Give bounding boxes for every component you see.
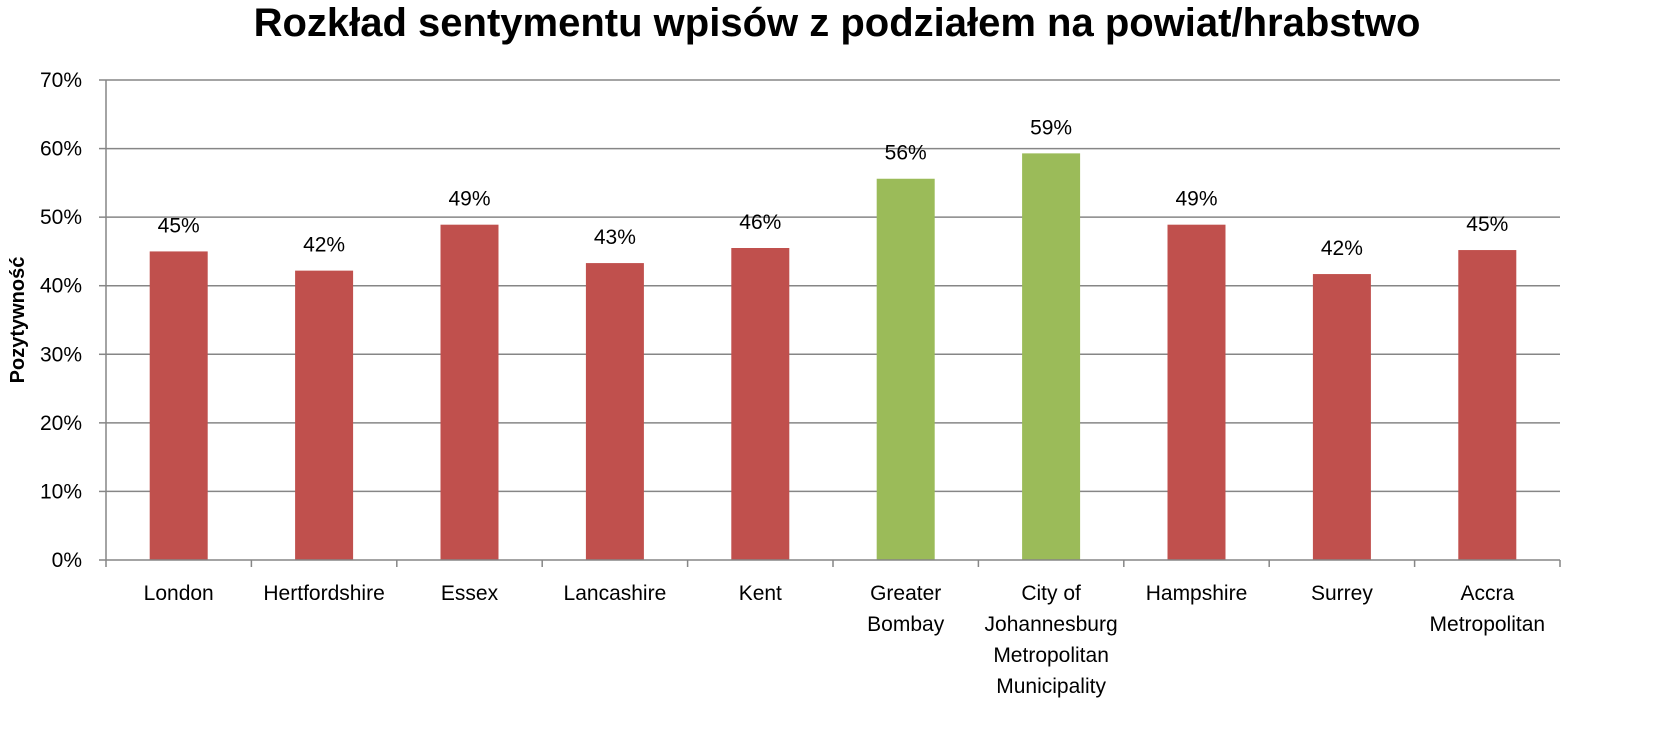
data-label: 59% bbox=[1030, 116, 1072, 139]
bar bbox=[1022, 153, 1081, 560]
y-tick-label: 40% bbox=[40, 275, 82, 298]
x-tick-label: Bombay bbox=[867, 613, 945, 636]
x-tick-label: Essex bbox=[441, 582, 499, 605]
y-tick-label: 20% bbox=[40, 412, 82, 435]
data-label: 46% bbox=[739, 211, 781, 234]
bar bbox=[1312, 274, 1371, 560]
x-tick-label: Accra bbox=[1460, 582, 1514, 605]
y-tick-label: 50% bbox=[40, 206, 82, 229]
y-axis-ticks: 0% 10% 20% 30% 40% 50% 60% 70% bbox=[40, 69, 106, 572]
x-tick-label: Lancashire bbox=[564, 582, 667, 605]
data-label: 56% bbox=[885, 142, 927, 165]
x-tick-label: London bbox=[144, 582, 214, 605]
x-tick-label: Johannesburg bbox=[985, 613, 1118, 636]
data-label: 49% bbox=[448, 188, 490, 211]
axes bbox=[105, 80, 1561, 567]
y-axis-label: Pozytywność bbox=[7, 257, 29, 384]
bar bbox=[295, 270, 354, 560]
x-tick-label: Surrey bbox=[1311, 582, 1373, 605]
data-label: 49% bbox=[1175, 188, 1217, 211]
bar bbox=[731, 248, 790, 560]
data-label: 42% bbox=[1321, 237, 1363, 260]
x-axis-ticks: London Hertfordshire Essex Lancashire Kent Gr… bbox=[144, 582, 1545, 698]
x-tick-label: Hampshire bbox=[1146, 582, 1248, 605]
x-tick-label: City of bbox=[1021, 582, 1081, 605]
data-label: 43% bbox=[594, 226, 636, 249]
y-tick-label: 0% bbox=[52, 549, 82, 572]
y-tick-label: 70% bbox=[40, 69, 82, 92]
y-tick-label: 30% bbox=[40, 343, 82, 366]
x-tick-label: Greater bbox=[870, 582, 941, 605]
data-label: 45% bbox=[158, 214, 200, 237]
bar bbox=[1167, 224, 1226, 560]
x-tick-label: Kent bbox=[739, 582, 782, 605]
bar bbox=[440, 224, 499, 560]
y-tick-label: 60% bbox=[40, 138, 82, 161]
bar bbox=[1458, 250, 1517, 561]
bar bbox=[149, 251, 208, 560]
x-tick-label: Metropolitan bbox=[1430, 613, 1546, 636]
bar bbox=[585, 263, 644, 560]
bars bbox=[149, 153, 1517, 561]
x-tick-label: Municipality bbox=[996, 675, 1106, 698]
y-tick-label: 10% bbox=[40, 480, 82, 503]
data-label: 45% bbox=[1466, 213, 1508, 236]
data-labels: 45% 42% 49% 43% 46% 56% 59% 49% 42% 45% bbox=[158, 116, 1509, 260]
chart-title: Rozkład sentymentu wpisów z podziałem na… bbox=[254, 1, 1421, 45]
bar bbox=[876, 178, 935, 560]
x-tick-label: Metropolitan bbox=[993, 644, 1109, 667]
x-tick-label: Hertfordshire bbox=[263, 582, 384, 605]
data-label: 42% bbox=[303, 234, 345, 257]
